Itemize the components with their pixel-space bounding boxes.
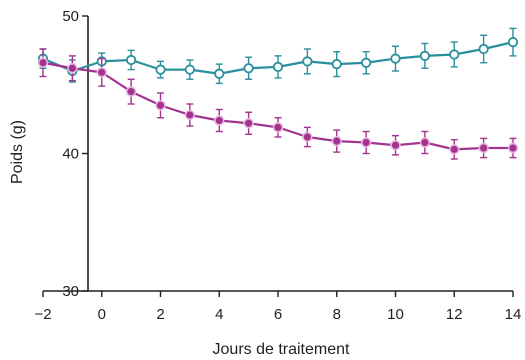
data-point	[449, 144, 460, 155]
data-point	[361, 57, 372, 68]
data-point	[155, 100, 166, 111]
data-point	[243, 63, 254, 74]
series-layer	[37, 27, 519, 160]
axis-ticks: −2 0 2 4 6 8 10 12 14 30 40 50	[34, 8, 521, 323]
x-tick-label: 0	[98, 306, 106, 323]
data-point	[126, 54, 137, 66]
data-point	[478, 43, 489, 55]
data-point	[419, 50, 430, 61]
data-point	[272, 61, 284, 72]
data-point	[449, 49, 460, 60]
data-point	[214, 115, 225, 126]
data-point	[360, 137, 372, 148]
x-tick-label: 14	[505, 306, 522, 323]
data-point	[302, 56, 313, 67]
data-point	[67, 63, 78, 74]
y-axis-title: Poids (g)	[9, 120, 26, 184]
data-point	[302, 131, 313, 143]
data-point	[96, 67, 107, 78]
x-tick-label: 6	[274, 306, 282, 323]
data-point	[507, 142, 519, 154]
x-tick-label: −2	[34, 306, 51, 323]
y-tick-label: 50	[62, 8, 79, 25]
data-point	[37, 57, 49, 68]
x-tick-label: 10	[387, 306, 404, 323]
x-tick-label: 4	[215, 306, 223, 323]
data-point	[243, 118, 254, 129]
x-tick-label: 12	[446, 306, 463, 323]
x-axis-title: Jours de traitement	[213, 341, 351, 358]
x-tick-label: 2	[156, 306, 164, 323]
data-point	[507, 37, 519, 48]
x-tick-label: 8	[333, 306, 341, 323]
data-point	[419, 137, 431, 148]
data-point	[184, 64, 195, 75]
data-point	[331, 135, 342, 147]
series-1	[37, 27, 519, 85]
data-point	[125, 86, 137, 97]
data-point	[155, 64, 166, 75]
data-point	[214, 68, 225, 79]
y-tick-label: 30	[62, 283, 79, 300]
data-point	[184, 109, 196, 121]
data-point	[478, 142, 489, 154]
series-2	[37, 48, 519, 160]
data-point	[272, 122, 284, 133]
y-tick-label: 40	[62, 146, 79, 163]
data-point	[331, 59, 342, 70]
data-point	[390, 53, 401, 64]
data-point	[390, 140, 401, 151]
